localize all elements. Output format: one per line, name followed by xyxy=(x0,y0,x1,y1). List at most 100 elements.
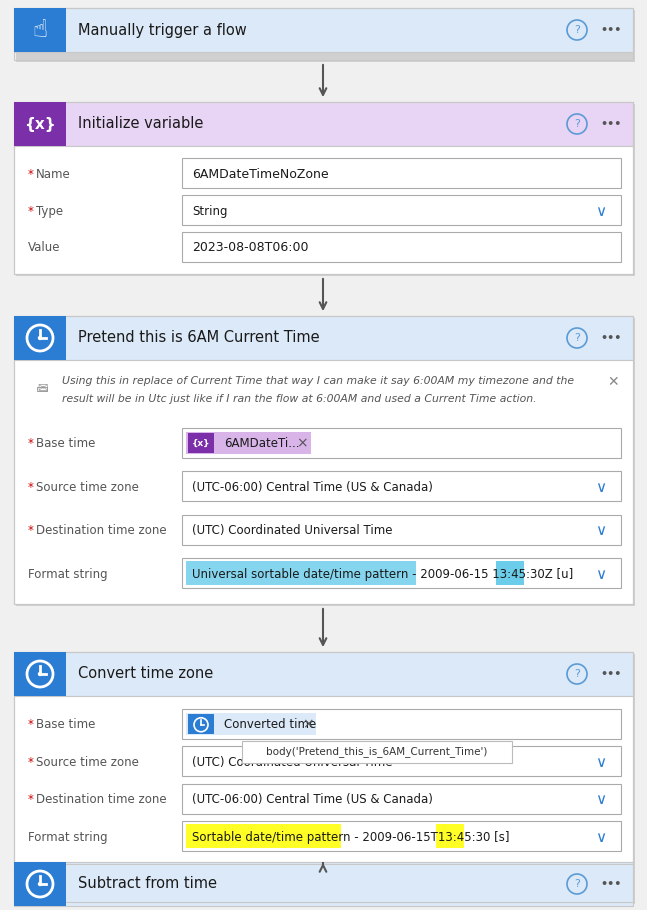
Text: ×: × xyxy=(296,437,308,450)
Text: ✕: ✕ xyxy=(607,375,619,389)
Text: Destination time zone: Destination time zone xyxy=(36,794,167,806)
Bar xyxy=(14,696,633,864)
Text: Base time: Base time xyxy=(36,437,95,450)
Text: ?: ? xyxy=(574,879,580,889)
Bar xyxy=(182,232,621,262)
Bar xyxy=(14,102,633,274)
Bar xyxy=(14,8,633,52)
Bar xyxy=(14,316,66,360)
Bar xyxy=(14,8,66,52)
Text: ?: ? xyxy=(574,25,580,35)
Text: ∨: ∨ xyxy=(595,567,607,581)
Text: Name: Name xyxy=(36,167,71,181)
Text: (UTC-06:00) Central Time (US & Canada): (UTC-06:00) Central Time (US & Canada) xyxy=(192,480,433,494)
Bar xyxy=(182,515,621,545)
Bar xyxy=(14,316,633,360)
Text: *: * xyxy=(28,167,34,181)
Bar xyxy=(496,561,524,585)
Text: Type: Type xyxy=(36,205,63,217)
Text: 6AMDateTi...: 6AMDateTi... xyxy=(224,437,300,450)
Text: Converted time: Converted time xyxy=(224,718,316,732)
Circle shape xyxy=(39,337,41,339)
Bar xyxy=(186,824,341,848)
Bar xyxy=(14,102,66,146)
Bar xyxy=(14,652,633,864)
Text: ☝: ☝ xyxy=(32,18,48,42)
Bar xyxy=(14,8,633,60)
Text: result will be in Utc just like if I ran the flow at 6:00AM and used a Current T: result will be in Utc just like if I ran… xyxy=(62,394,536,404)
Bar xyxy=(14,862,633,902)
Text: ∨: ∨ xyxy=(595,830,607,844)
Text: ×: × xyxy=(302,718,314,732)
Text: ∨: ∨ xyxy=(595,754,607,770)
Bar xyxy=(14,316,633,604)
Text: •••: ••• xyxy=(600,669,622,679)
Text: (UTC) Coordinated Universal Time: (UTC) Coordinated Universal Time xyxy=(192,524,393,537)
Text: •••: ••• xyxy=(600,119,622,129)
Text: Source time zone: Source time zone xyxy=(36,480,139,494)
Circle shape xyxy=(39,672,41,675)
Bar xyxy=(182,821,621,851)
Bar xyxy=(182,195,621,225)
Bar xyxy=(14,652,66,696)
Text: *: * xyxy=(28,437,34,450)
Text: *: * xyxy=(28,205,34,217)
Bar xyxy=(16,104,635,276)
Text: Base time: Base time xyxy=(36,718,95,732)
Bar xyxy=(242,741,512,763)
Bar xyxy=(186,561,416,585)
Text: Destination time zone: Destination time zone xyxy=(36,524,167,537)
Text: •••: ••• xyxy=(600,25,622,35)
Text: Using this in replace of Current Time that way I can make it say 6:00AM my timez: Using this in replace of Current Time th… xyxy=(62,376,574,386)
Text: *: * xyxy=(28,480,34,494)
Bar xyxy=(14,360,633,604)
Bar xyxy=(436,824,464,848)
Bar xyxy=(182,471,621,501)
Text: Pretend this is 6AM Current Time: Pretend this is 6AM Current Time xyxy=(78,330,320,346)
Text: Format string: Format string xyxy=(28,568,107,581)
Text: 2023-08-08T06:00: 2023-08-08T06:00 xyxy=(192,241,309,254)
Bar xyxy=(182,746,621,776)
Text: Sortable date/time pattern - 2009-06-15T13:45:30 [s]: Sortable date/time pattern - 2009-06-15T… xyxy=(192,831,509,844)
Bar xyxy=(16,654,635,866)
Text: (UTC-06:00) Central Time (US & Canada): (UTC-06:00) Central Time (US & Canada) xyxy=(192,794,433,806)
Bar xyxy=(182,158,621,188)
Bar xyxy=(182,709,621,739)
Bar xyxy=(186,713,316,734)
Text: Source time zone: Source time zone xyxy=(36,755,139,769)
Text: •••: ••• xyxy=(600,879,622,889)
Text: *: * xyxy=(28,524,34,537)
Bar xyxy=(14,862,66,906)
Bar xyxy=(188,433,214,453)
Bar xyxy=(188,713,214,733)
Bar xyxy=(16,10,635,62)
Text: *: * xyxy=(28,718,34,732)
Text: *: * xyxy=(28,755,34,769)
Text: Manually trigger a flow: Manually trigger a flow xyxy=(78,23,247,37)
Text: Subtract from time: Subtract from time xyxy=(78,876,217,892)
Text: ∨: ∨ xyxy=(595,523,607,538)
Text: {x}: {x} xyxy=(24,116,56,132)
Bar xyxy=(182,428,621,458)
Bar xyxy=(182,558,621,588)
Text: body('Pretend_this_is_6AM_Current_Time'): body('Pretend_this_is_6AM_Current_Time') xyxy=(267,746,488,757)
Text: Value: Value xyxy=(28,241,61,254)
Text: ∨: ∨ xyxy=(595,480,607,495)
Bar xyxy=(16,864,635,904)
Text: Format string: Format string xyxy=(28,831,107,844)
Text: •••: ••• xyxy=(600,333,622,343)
Text: ?: ? xyxy=(574,333,580,343)
Text: 6AMDateTimeNoZone: 6AMDateTimeNoZone xyxy=(192,167,329,181)
Text: (UTC) Coordinated Universal Time: (UTC) Coordinated Universal Time xyxy=(192,755,393,769)
Circle shape xyxy=(39,883,41,885)
Bar xyxy=(14,146,633,274)
Text: {x}: {x} xyxy=(192,440,210,449)
Bar xyxy=(186,431,311,454)
Text: Initialize variable: Initialize variable xyxy=(78,116,203,132)
Text: String: String xyxy=(192,205,228,217)
Text: *: * xyxy=(28,794,34,806)
Text: ∨: ∨ xyxy=(595,204,607,218)
Bar xyxy=(14,652,633,696)
Bar xyxy=(14,102,633,146)
Text: ∨: ∨ xyxy=(595,793,607,807)
